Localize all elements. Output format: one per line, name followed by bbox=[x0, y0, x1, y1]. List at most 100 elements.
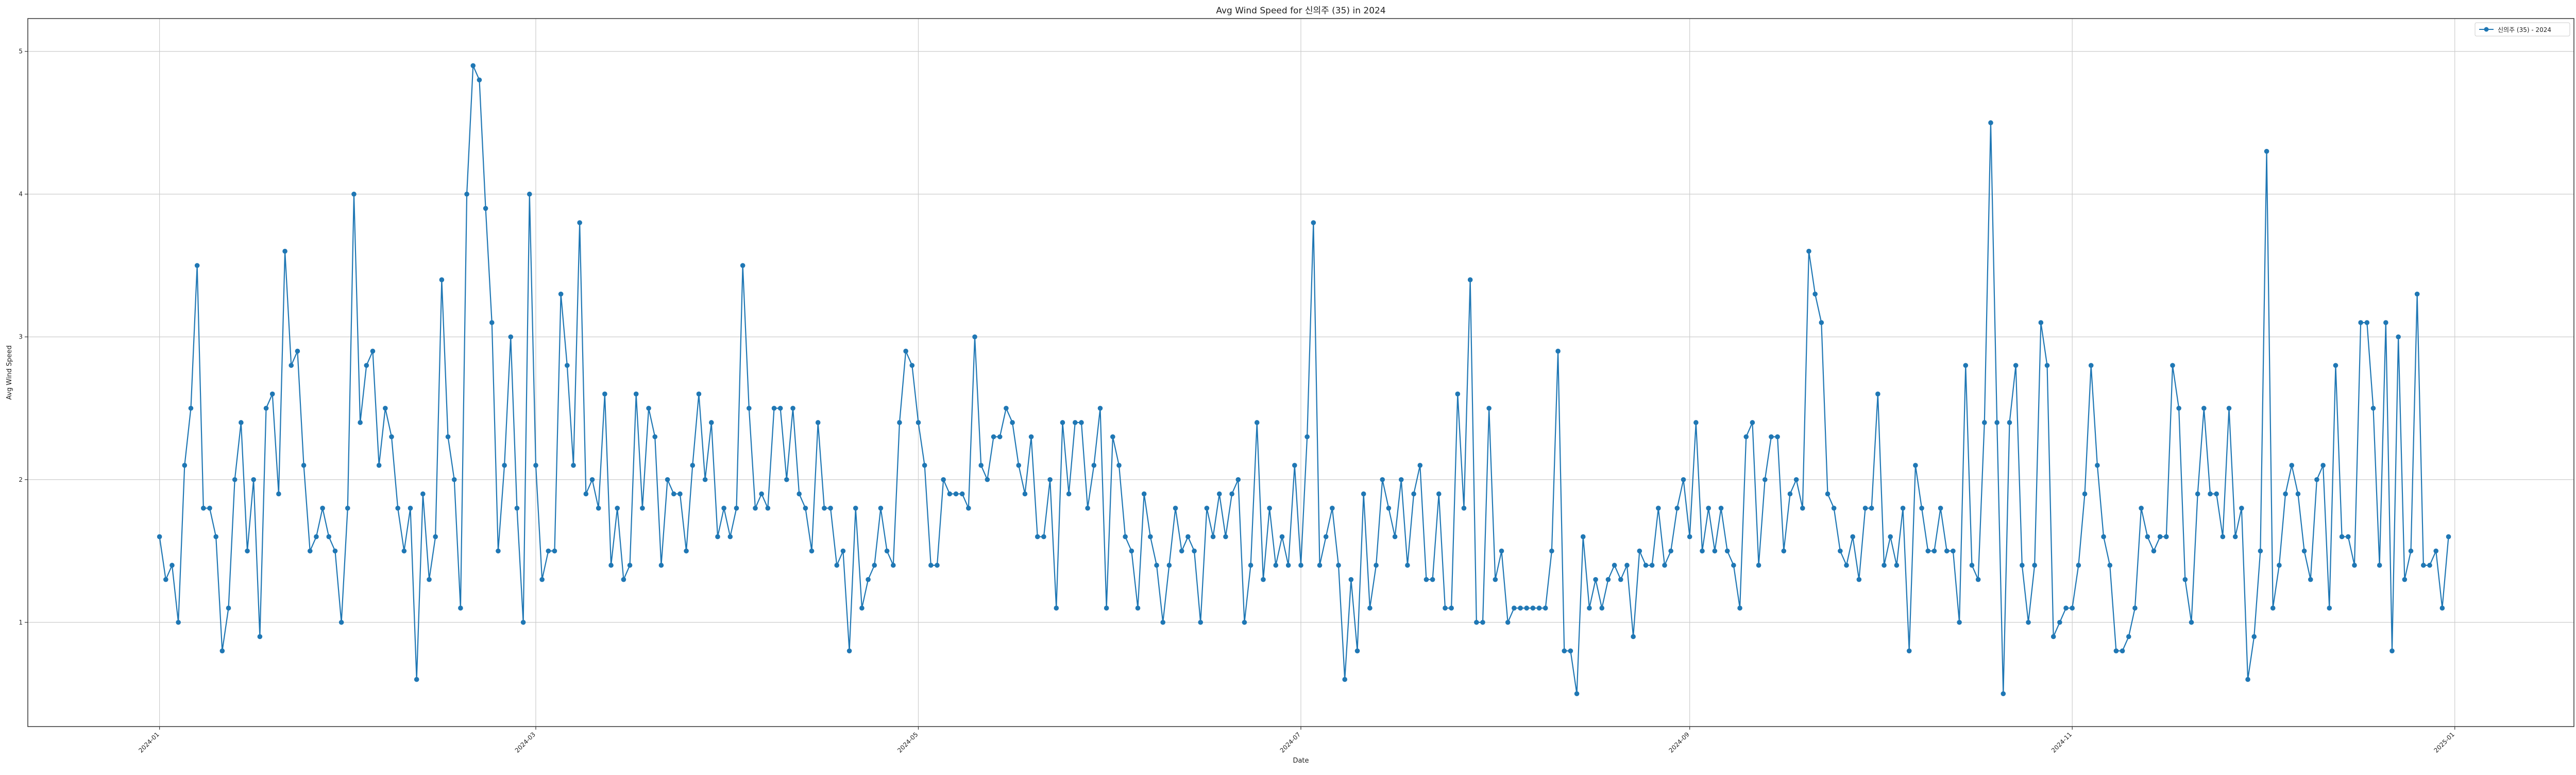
data-point bbox=[1254, 420, 1260, 425]
data-point bbox=[621, 577, 626, 582]
data-point bbox=[734, 506, 739, 511]
data-point bbox=[483, 206, 488, 211]
data-point bbox=[2038, 320, 2044, 325]
data-point bbox=[176, 619, 181, 625]
data-point bbox=[890, 563, 896, 568]
data-point bbox=[1166, 563, 1172, 568]
data-point bbox=[1436, 491, 1442, 497]
data-point bbox=[1317, 563, 1323, 568]
data-point bbox=[1449, 605, 1454, 611]
data-point bbox=[796, 491, 802, 497]
data-point bbox=[389, 434, 394, 440]
data-point bbox=[1882, 563, 1887, 568]
data-point bbox=[1957, 619, 1962, 625]
data-point bbox=[2032, 563, 2037, 568]
data-point bbox=[1110, 434, 1115, 440]
data-point bbox=[2289, 463, 2295, 468]
data-point bbox=[1348, 577, 1354, 582]
data-point bbox=[2220, 534, 2226, 540]
data-point bbox=[239, 420, 244, 425]
data-point bbox=[2226, 406, 2232, 411]
data-point bbox=[1693, 420, 1699, 425]
data-point bbox=[2101, 534, 2106, 540]
data-point bbox=[2439, 605, 2445, 611]
data-point bbox=[2389, 648, 2395, 653]
data-point bbox=[1004, 406, 1009, 411]
data-point bbox=[1261, 577, 1266, 582]
data-point bbox=[1875, 391, 1880, 397]
data-point bbox=[2383, 320, 2388, 325]
data-point bbox=[364, 363, 369, 368]
data-point bbox=[922, 463, 927, 468]
data-point bbox=[170, 563, 175, 568]
data-point bbox=[2120, 648, 2125, 653]
data-point bbox=[715, 534, 720, 540]
data-point bbox=[608, 563, 614, 568]
data-point bbox=[1505, 619, 1511, 625]
data-point bbox=[219, 648, 225, 653]
data-point bbox=[345, 506, 350, 511]
data-point bbox=[213, 534, 218, 540]
data-point bbox=[1612, 563, 1617, 568]
data-point bbox=[2070, 605, 2075, 611]
data-point bbox=[947, 491, 953, 497]
data-point bbox=[840, 548, 846, 554]
legend-box bbox=[2475, 22, 2570, 37]
data-point bbox=[1825, 491, 1831, 497]
data-point bbox=[903, 348, 908, 354]
data-point bbox=[1041, 534, 1046, 540]
data-point bbox=[1223, 534, 1228, 540]
data-point bbox=[1116, 463, 1122, 468]
data-point bbox=[640, 506, 645, 511]
data-point bbox=[1674, 506, 1680, 511]
data-point bbox=[1994, 420, 1999, 425]
data-point bbox=[1248, 563, 1253, 568]
data-point bbox=[289, 363, 294, 368]
data-point bbox=[1562, 648, 1567, 653]
data-point bbox=[928, 563, 934, 568]
data-point bbox=[1311, 220, 1316, 225]
data-point bbox=[1066, 491, 1072, 497]
data-point bbox=[1160, 619, 1166, 625]
data-point bbox=[1267, 506, 1272, 511]
data-point bbox=[1888, 534, 1893, 540]
data-point bbox=[157, 534, 162, 540]
legend-marker-sample bbox=[2484, 27, 2489, 32]
data-point bbox=[1354, 648, 1360, 653]
data-point bbox=[2414, 291, 2420, 297]
data-point bbox=[2007, 420, 2012, 425]
data-point bbox=[282, 248, 287, 254]
data-point bbox=[1618, 577, 1623, 582]
data-point bbox=[1919, 506, 1924, 511]
data-point bbox=[546, 548, 551, 554]
data-point bbox=[740, 263, 745, 268]
data-point bbox=[596, 506, 601, 511]
data-point bbox=[2345, 534, 2351, 540]
data-point bbox=[276, 491, 281, 497]
data-point bbox=[370, 348, 376, 354]
data-point bbox=[1831, 506, 1837, 511]
data-point bbox=[753, 506, 758, 511]
data-point bbox=[2195, 491, 2200, 497]
data-point bbox=[2402, 577, 2408, 582]
data-point bbox=[451, 477, 457, 482]
data-point bbox=[1555, 348, 1561, 354]
data-point bbox=[427, 577, 432, 582]
data-point bbox=[502, 463, 507, 468]
data-point bbox=[1737, 605, 1742, 611]
data-point bbox=[1668, 548, 1673, 554]
data-point bbox=[1925, 548, 1931, 554]
data-point bbox=[747, 406, 752, 411]
data-point bbox=[859, 605, 865, 611]
data-point bbox=[395, 506, 400, 511]
data-point bbox=[1443, 605, 1448, 611]
data-point bbox=[496, 548, 501, 554]
data-point bbox=[552, 548, 557, 554]
data-point bbox=[1743, 434, 1749, 440]
data-point bbox=[2126, 634, 2131, 639]
data-point bbox=[727, 534, 733, 540]
data-point bbox=[633, 391, 639, 397]
data-point bbox=[1204, 506, 1210, 511]
data-point bbox=[1838, 548, 1843, 554]
data-point bbox=[301, 463, 307, 468]
